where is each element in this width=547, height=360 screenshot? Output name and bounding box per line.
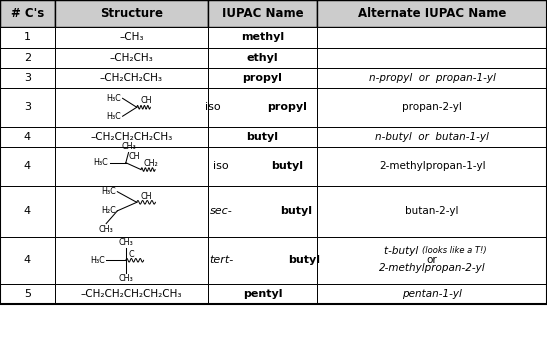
Text: propan-2-yl: propan-2-yl (402, 102, 462, 112)
Text: n-propyl  or  propan-1-yl: n-propyl or propan-1-yl (369, 73, 496, 83)
Bar (55, 88, 208, 127)
Text: 4: 4 (24, 132, 31, 142)
Bar (208, 186, 317, 237)
Text: iso: iso (213, 161, 229, 171)
Bar (317, 48, 547, 68)
Bar (208, 68, 317, 88)
Text: # C's: # C's (11, 7, 44, 20)
Text: –CH₂CH₂CH₂CH₃: –CH₂CH₂CH₂CH₃ (90, 132, 172, 142)
Bar (0, 0, 547, 304)
Text: butyl: butyl (271, 161, 304, 171)
Text: CH₃: CH₃ (119, 238, 133, 247)
Bar (317, 127, 547, 147)
Text: propyl: propyl (243, 73, 282, 83)
Text: n-butyl  or  butan-1-yl: n-butyl or butan-1-yl (375, 132, 489, 142)
Text: tert-: tert- (209, 255, 233, 265)
Bar (317, 27, 547, 48)
Bar (0, 48, 55, 68)
Bar (208, 0, 317, 27)
Text: 2-methylpropan-2-yl: 2-methylpropan-2-yl (379, 263, 485, 273)
Text: 2-methylpropan-1-yl: 2-methylpropan-1-yl (379, 161, 485, 171)
Text: 3: 3 (24, 73, 31, 83)
Text: CH₃: CH₃ (99, 225, 114, 234)
Bar (55, 284, 208, 304)
Bar (208, 284, 317, 304)
Text: –CH₂CH₂CH₃: –CH₂CH₂CH₃ (100, 73, 163, 83)
Text: butyl: butyl (280, 206, 312, 216)
Text: CH: CH (129, 152, 140, 161)
Bar (208, 147, 317, 186)
Text: (looks like a T!): (looks like a T!) (422, 246, 486, 255)
Text: IUPAC Name: IUPAC Name (222, 7, 304, 20)
Bar (0, 0, 55, 27)
Bar (55, 237, 208, 284)
Text: or: or (427, 255, 438, 265)
Text: 5: 5 (24, 289, 31, 299)
Text: butan-2-yl: butan-2-yl (405, 206, 459, 216)
Text: t-butyl: t-butyl (383, 246, 421, 256)
Bar (0, 127, 55, 147)
Bar (317, 147, 547, 186)
Bar (55, 27, 208, 48)
Text: CH: CH (140, 96, 152, 105)
Text: H₃C: H₃C (94, 158, 108, 167)
Text: 1: 1 (24, 32, 31, 42)
Text: ethyl: ethyl (247, 53, 278, 63)
Bar (208, 237, 317, 284)
Bar (208, 127, 317, 147)
Text: sec-: sec- (210, 206, 232, 216)
Text: H₃C: H₃C (90, 256, 105, 265)
Text: 4: 4 (24, 161, 31, 171)
Bar (0, 186, 55, 237)
Bar (317, 0, 547, 27)
Bar (55, 68, 208, 88)
Text: Alternate IUPAC Name: Alternate IUPAC Name (358, 7, 507, 20)
Bar (317, 68, 547, 88)
Bar (0, 68, 55, 88)
Text: methyl: methyl (241, 32, 284, 42)
Bar (55, 186, 208, 237)
Text: Structure: Structure (100, 7, 163, 20)
Text: H₂C: H₂C (101, 206, 116, 215)
Text: propyl: propyl (267, 102, 307, 112)
Bar (0, 237, 55, 284)
Bar (317, 237, 547, 284)
Bar (55, 0, 208, 27)
Text: –CH₂CH₃: –CH₂CH₃ (109, 53, 153, 63)
Text: C: C (129, 250, 134, 259)
Bar (0, 284, 55, 304)
Text: CH₃: CH₃ (119, 274, 133, 283)
Text: 2: 2 (24, 53, 31, 63)
Text: CH₂: CH₂ (144, 159, 159, 168)
Text: –CH₂CH₂CH₂CH₂CH₃: –CH₂CH₂CH₂CH₂CH₃ (80, 289, 182, 299)
Text: 3: 3 (24, 102, 31, 112)
Bar (317, 186, 547, 237)
Text: 4: 4 (24, 206, 31, 216)
Bar (0, 147, 55, 186)
Bar (317, 88, 547, 127)
Text: iso: iso (205, 102, 220, 112)
Bar (317, 284, 547, 304)
Bar (0, 88, 55, 127)
Text: CH₃: CH₃ (121, 142, 136, 151)
Bar (55, 147, 208, 186)
Bar (208, 88, 317, 127)
Text: H₃C: H₃C (106, 94, 121, 103)
Text: H₃C: H₃C (101, 187, 116, 196)
Text: butyl: butyl (247, 132, 278, 142)
Text: H₃C: H₃C (106, 112, 121, 121)
Bar (208, 48, 317, 68)
Text: pentyl: pentyl (243, 289, 282, 299)
Text: 4: 4 (24, 255, 31, 265)
Bar (55, 48, 208, 68)
Text: –CH₃: –CH₃ (119, 32, 143, 42)
Bar (55, 127, 208, 147)
Text: butyl: butyl (288, 255, 320, 265)
Bar (0, 27, 55, 48)
Text: pentan-1-yl: pentan-1-yl (402, 289, 462, 299)
Text: CH: CH (140, 192, 152, 201)
Bar (208, 27, 317, 48)
